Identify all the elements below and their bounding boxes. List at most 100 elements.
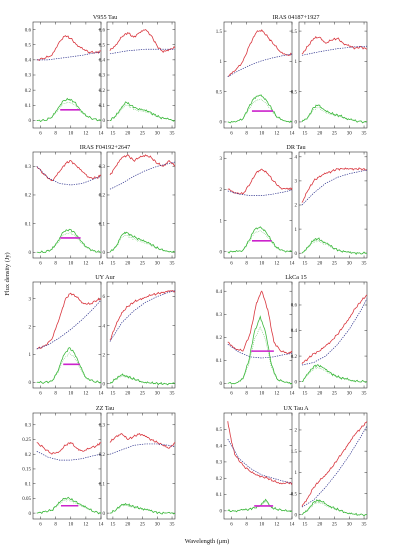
x-tick-label: 12 (83, 392, 89, 397)
x-tick-label: 6 (39, 262, 42, 267)
x-tick-label: 25 (332, 523, 338, 528)
residual-model-line (109, 104, 176, 122)
x-tick-label: 15 (302, 132, 308, 137)
x-tick-label: 14 (290, 132, 296, 137)
continuum-line (36, 51, 102, 61)
panel-frame (32, 412, 102, 520)
x-tick-label: 14 (99, 523, 105, 528)
residual-model-line (36, 499, 102, 514)
x-tick-label: 10 (259, 523, 265, 528)
y-tick-label: 1 (29, 353, 32, 358)
panel-frame (106, 412, 176, 520)
y-tick-label: 3 (220, 157, 223, 162)
x-tick-label: 30 (155, 523, 161, 528)
y-tick-label: 0.25 (22, 438, 31, 443)
panel-title: DR Tau (286, 144, 305, 151)
y-tick-label: 4 (103, 324, 106, 329)
panel-frame (298, 281, 368, 389)
y-tick-label: 1 (220, 219, 223, 224)
residual-model-line (301, 107, 368, 123)
y-tick-label: 0.2 (216, 477, 223, 482)
residual-model-line (227, 230, 293, 254)
observed-line (36, 35, 102, 62)
x-tick-label: 35 (170, 262, 176, 267)
x-tick-label: 25 (140, 392, 146, 397)
x-tick-label: 14 (99, 392, 105, 397)
continuum-line (227, 189, 293, 196)
y-tick-label: 0.6 (291, 304, 298, 309)
x-tick-label: 20 (317, 392, 323, 397)
panel-title: UX Tau A (283, 405, 309, 412)
x-tick-label: 20 (317, 132, 323, 137)
y-tick-label: 0.4 (216, 444, 223, 449)
continuum-line (301, 298, 368, 366)
x-tick-label: 6 (230, 262, 233, 267)
continuum-line (227, 438, 293, 484)
residual-model-line (36, 232, 102, 253)
panel-16: 15 20 25 30 35 0 0.5 1 1.5 2 (291, 412, 368, 528)
y-tick-label: 0.6 (99, 28, 106, 33)
x-tick-label: 25 (140, 262, 146, 267)
x-tick-label: 10 (68, 132, 74, 137)
y-tick-label: 0.5 (99, 43, 106, 48)
panel-frame (106, 151, 176, 259)
x-tick-label: 12 (274, 132, 280, 137)
y-tick-label: 0.5 (291, 90, 298, 95)
y-tick-label: 0.2 (25, 453, 32, 458)
residual-line (36, 228, 102, 254)
x-axis-title: Wavelength (μm) (185, 538, 230, 545)
y-tick-label: 0.3 (99, 165, 106, 170)
x-tick-label: 6 (39, 132, 42, 137)
x-tick-label: 25 (140, 523, 146, 528)
y-tick-label: 0.2 (25, 194, 32, 199)
residual-line (109, 502, 176, 515)
y-tick-label: 0.1 (25, 222, 32, 227)
residual-model-line (301, 366, 368, 383)
panel-2: 15 20 25 30 35 0 0.1 0.2 0.3 0.4 0.5 0.6 (99, 21, 176, 137)
y-tick-label: 0.3 (216, 313, 223, 318)
residual-model-line (227, 98, 293, 124)
observed-line (227, 421, 293, 485)
residual-model-line (227, 500, 293, 513)
x-tick-label: 12 (83, 523, 89, 528)
residual-line (109, 231, 176, 253)
x-tick-label: 30 (347, 132, 353, 137)
residual-line (301, 364, 368, 383)
residual-line (227, 94, 293, 124)
y-tick-label: 0.1 (216, 359, 223, 364)
panel-frame (223, 412, 293, 520)
y-tick-label: 0.3 (216, 461, 223, 466)
y-tick-label: 0.2 (99, 89, 106, 94)
observed-line (301, 294, 368, 364)
y-tick-label: 0.2 (291, 355, 298, 360)
y-tick-label: 0 (103, 119, 106, 124)
x-tick-label: 30 (155, 132, 161, 137)
x-tick-label: 12 (274, 392, 280, 397)
continuum-line (109, 290, 176, 342)
x-tick-label: 35 (170, 523, 176, 528)
x-tick-label: 20 (125, 523, 131, 528)
y-tick-label: 0 (220, 250, 223, 255)
panel-8: 15 20 25 30 35 0 1 2 3 4 (295, 151, 368, 267)
continuum-line (227, 53, 293, 77)
x-tick-label: 35 (362, 262, 368, 267)
y-tick-label: 0 (295, 513, 298, 518)
panel-frame (223, 21, 293, 129)
x-tick-label: 35 (362, 392, 368, 397)
x-tick-label: 35 (362, 523, 368, 528)
x-tick-label: 20 (125, 262, 131, 267)
y-tick-label: 0.15 (22, 468, 31, 473)
x-tick-label: 10 (68, 262, 74, 267)
observed-line (109, 433, 176, 449)
residual-line (301, 104, 368, 124)
panel-6: 15 20 25 30 35 0 0.1 0.2 0.3 (99, 151, 176, 267)
continuum-line (109, 161, 176, 190)
y-tick-label: 0 (295, 121, 298, 126)
panel-title: LkCa 15 (285, 274, 306, 281)
y-tick-label: 2 (103, 353, 106, 358)
x-tick-label: 20 (317, 523, 323, 528)
y-tick-label: 1.5 (291, 450, 298, 455)
